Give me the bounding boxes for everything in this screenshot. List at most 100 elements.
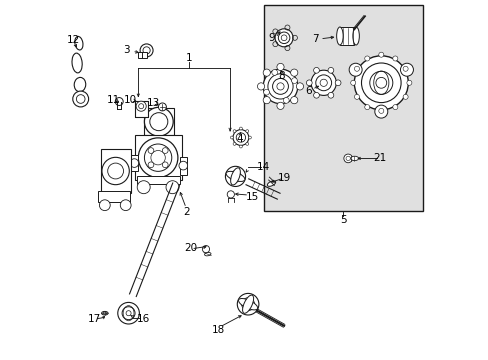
Bar xyxy=(134,101,148,117)
Bar xyxy=(264,5,422,211)
Text: 18: 18 xyxy=(211,325,225,336)
Circle shape xyxy=(233,143,236,145)
Text: 8: 8 xyxy=(278,71,285,81)
Bar xyxy=(101,149,131,193)
Bar xyxy=(136,176,179,184)
Circle shape xyxy=(283,98,288,103)
Text: 7: 7 xyxy=(312,34,319,44)
Circle shape xyxy=(348,63,362,76)
Circle shape xyxy=(263,69,270,76)
Circle shape xyxy=(158,103,166,111)
Circle shape xyxy=(327,67,333,73)
Text: 15: 15 xyxy=(245,192,259,202)
Circle shape xyxy=(73,91,88,107)
Ellipse shape xyxy=(352,27,359,45)
Circle shape xyxy=(263,69,297,104)
Circle shape xyxy=(392,56,397,61)
Circle shape xyxy=(354,56,407,110)
Circle shape xyxy=(263,89,269,95)
Text: 3: 3 xyxy=(123,45,129,55)
Circle shape xyxy=(402,94,407,99)
Circle shape xyxy=(364,56,369,61)
Text: 16: 16 xyxy=(137,314,150,324)
Ellipse shape xyxy=(225,171,244,181)
Circle shape xyxy=(162,148,168,153)
Text: 10: 10 xyxy=(123,95,137,105)
Circle shape xyxy=(202,246,209,253)
Circle shape xyxy=(138,138,178,177)
Circle shape xyxy=(392,105,397,110)
Circle shape xyxy=(402,66,407,71)
Circle shape xyxy=(148,162,154,168)
Text: 5: 5 xyxy=(340,215,346,225)
Circle shape xyxy=(233,130,236,132)
Circle shape xyxy=(335,80,340,86)
Bar xyxy=(179,157,186,175)
Circle shape xyxy=(120,200,131,211)
Circle shape xyxy=(137,181,150,194)
Circle shape xyxy=(99,200,110,211)
Circle shape xyxy=(239,127,242,130)
Ellipse shape xyxy=(72,53,82,73)
Circle shape xyxy=(227,191,234,198)
Ellipse shape xyxy=(238,298,257,310)
Circle shape xyxy=(148,148,154,153)
Ellipse shape xyxy=(230,168,240,185)
Circle shape xyxy=(232,130,248,145)
Ellipse shape xyxy=(242,295,253,313)
Text: 13: 13 xyxy=(146,98,160,108)
Bar xyxy=(131,155,137,171)
Ellipse shape xyxy=(204,252,210,256)
Circle shape xyxy=(290,96,297,104)
Text: 4: 4 xyxy=(236,134,243,144)
Circle shape xyxy=(290,69,297,76)
Text: 2: 2 xyxy=(183,207,190,217)
Circle shape xyxy=(263,96,270,104)
Circle shape xyxy=(162,162,168,168)
Bar xyxy=(339,27,354,45)
Circle shape xyxy=(239,145,242,148)
Circle shape xyxy=(313,67,319,73)
Circle shape xyxy=(257,83,264,90)
Ellipse shape xyxy=(74,77,85,92)
Text: 19: 19 xyxy=(277,173,290,183)
Circle shape xyxy=(245,130,248,132)
Circle shape xyxy=(237,293,258,315)
Text: 14: 14 xyxy=(256,162,270,172)
Circle shape xyxy=(310,70,336,95)
Circle shape xyxy=(306,80,311,86)
Text: 1: 1 xyxy=(185,53,192,63)
Circle shape xyxy=(179,161,187,170)
Circle shape xyxy=(276,63,284,71)
Text: 6: 6 xyxy=(305,86,311,96)
Bar xyxy=(98,191,130,202)
Circle shape xyxy=(102,157,129,185)
Circle shape xyxy=(327,93,333,98)
Circle shape xyxy=(400,63,412,76)
Ellipse shape xyxy=(350,156,358,161)
Text: 17: 17 xyxy=(87,314,101,324)
Ellipse shape xyxy=(267,181,275,186)
Circle shape xyxy=(136,101,146,111)
Text: 12: 12 xyxy=(67,35,80,45)
Circle shape xyxy=(225,166,245,186)
Bar xyxy=(134,135,181,180)
Circle shape xyxy=(374,105,387,118)
Circle shape xyxy=(275,29,292,47)
Circle shape xyxy=(406,80,411,85)
Circle shape xyxy=(144,107,173,136)
Circle shape xyxy=(115,98,123,105)
Text: 21: 21 xyxy=(373,153,386,163)
Circle shape xyxy=(364,105,369,110)
Text: 11: 11 xyxy=(106,95,120,105)
Ellipse shape xyxy=(75,36,83,50)
Circle shape xyxy=(140,44,153,57)
Ellipse shape xyxy=(102,311,108,315)
Circle shape xyxy=(276,102,284,109)
Circle shape xyxy=(354,94,359,99)
Circle shape xyxy=(166,181,179,194)
Circle shape xyxy=(248,136,251,139)
Text: 9: 9 xyxy=(267,33,274,43)
Ellipse shape xyxy=(336,27,343,45)
Bar xyxy=(138,52,147,58)
